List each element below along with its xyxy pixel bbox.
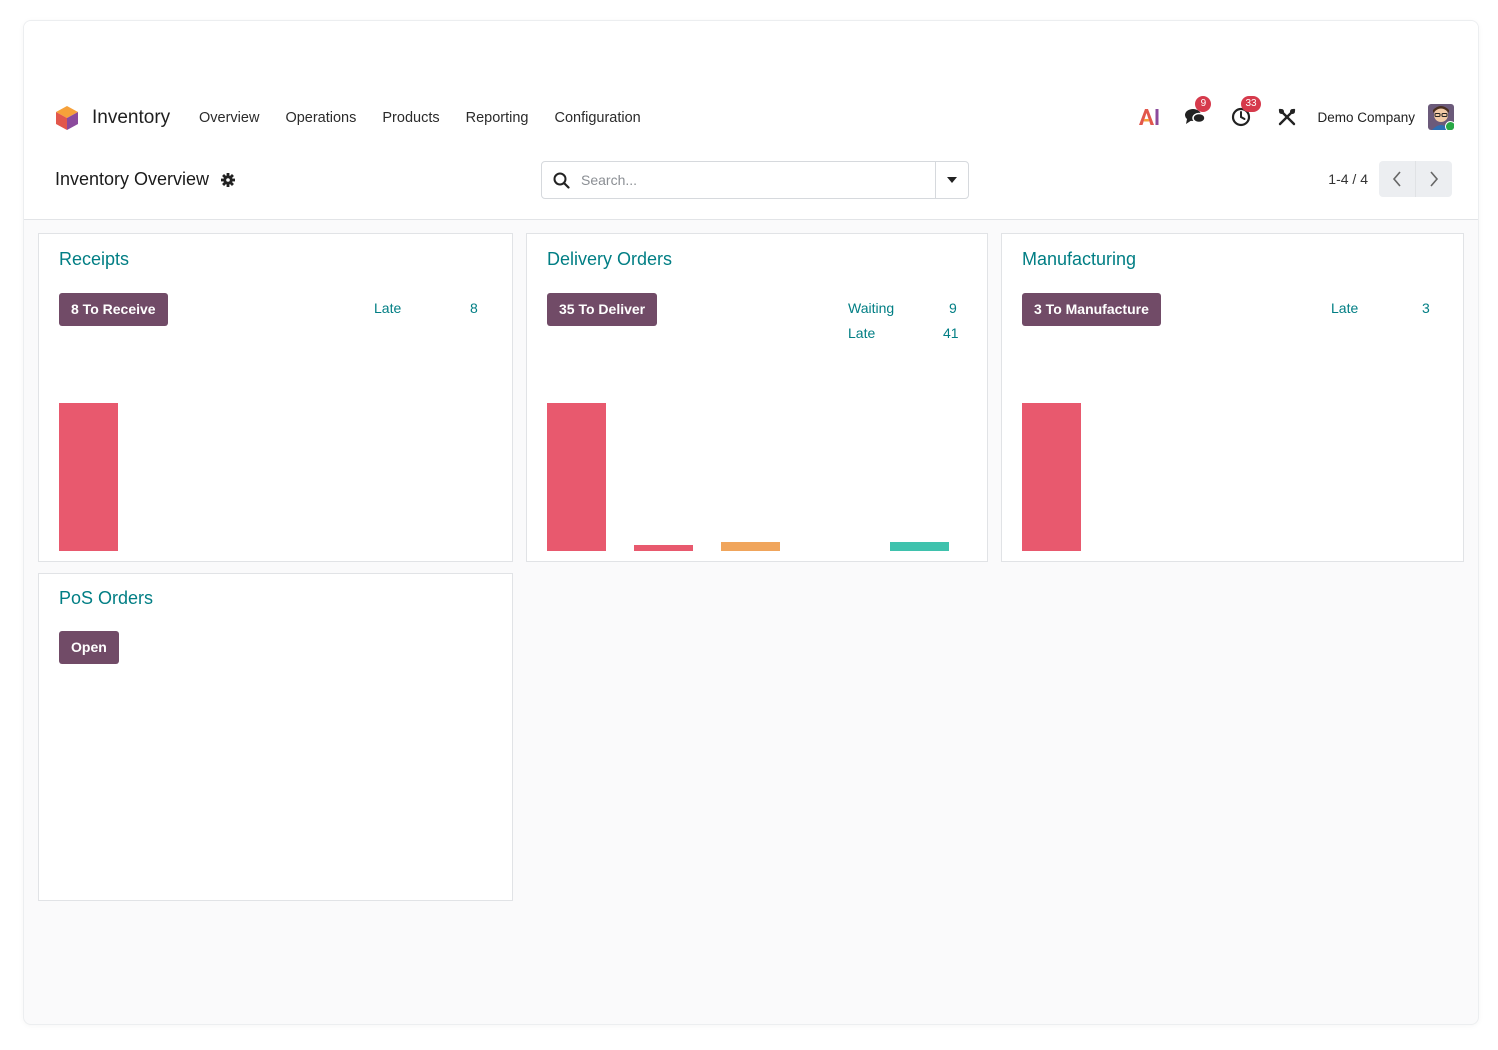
caret-down-icon xyxy=(947,177,957,183)
late-label[interactable]: Late xyxy=(1331,300,1359,316)
menu-configuration[interactable]: Configuration xyxy=(554,110,641,126)
receipts-graph[interactable] xyxy=(59,391,492,551)
card-title[interactable]: Delivery Orders xyxy=(547,249,673,269)
to-manufacture-button[interactable]: 3 To Manufacture xyxy=(1022,293,1161,326)
graph-bar[interactable] xyxy=(890,542,949,551)
search-icon xyxy=(553,172,570,189)
search-options-toggle[interactable] xyxy=(935,162,968,198)
gear-icon[interactable] xyxy=(221,172,236,187)
app-window: Inventory Overview Operations Products R… xyxy=(23,20,1479,1025)
late-label[interactable]: Late xyxy=(374,300,402,316)
graph-bar[interactable] xyxy=(59,403,118,551)
ai-icon[interactable] xyxy=(1137,105,1161,129)
menu-overview[interactable]: Overview xyxy=(199,110,260,126)
pager-next-button[interactable] xyxy=(1416,161,1452,197)
delivery-orders-card: Delivery Orders 35 To Deliver Waiting 9 … xyxy=(526,233,988,562)
app-name: Inventory xyxy=(92,107,171,128)
pager: 1-4 / 4 xyxy=(1328,161,1452,197)
waiting-count[interactable]: 9 xyxy=(949,300,957,316)
graph-bar[interactable] xyxy=(1022,403,1081,551)
card-title[interactable]: PoS Orders xyxy=(59,588,154,608)
delivery-orders-graph[interactable] xyxy=(547,391,967,551)
menu-operations[interactable]: Operations xyxy=(285,110,357,126)
late-label[interactable]: Late xyxy=(848,325,876,341)
search-input[interactable] xyxy=(579,171,923,189)
debug-tools-icon[interactable] xyxy=(1275,105,1299,129)
to-deliver-button[interactable]: 35 To Deliver xyxy=(547,293,658,326)
messages-icon[interactable]: 9 xyxy=(1183,96,1212,129)
app-brand[interactable]: Inventory xyxy=(55,105,170,131)
activities-badge: 33 xyxy=(1241,96,1261,112)
pager-value[interactable]: 1-4 / 4 xyxy=(1328,171,1368,187)
graph-bar[interactable] xyxy=(547,403,606,551)
to-receive-button[interactable]: 8 To Receive xyxy=(59,293,168,326)
page-title-text: Inventory Overview xyxy=(55,169,210,189)
manufacturing-card: Manufacturing 3 To Manufacture Late 3 xyxy=(1001,233,1464,562)
menu-products[interactable]: Products xyxy=(382,110,440,126)
systray: 9 33 Demo Company xyxy=(1115,96,1454,133)
late-count[interactable]: 3 xyxy=(1422,300,1430,316)
graph-bar[interactable] xyxy=(721,542,780,551)
search-bar xyxy=(541,161,969,199)
graph-bar[interactable] xyxy=(634,545,693,551)
receipts-card: Receipts 8 To Receive Late 8 xyxy=(38,233,513,562)
open-button[interactable]: Open xyxy=(59,631,119,664)
chevron-left-icon xyxy=(1392,171,1401,187)
late-count[interactable]: 41 xyxy=(943,325,959,341)
pager-previous-button[interactable] xyxy=(1379,161,1416,197)
company-switcher[interactable]: Demo Company xyxy=(1317,109,1415,125)
menu-reporting[interactable]: Reporting xyxy=(465,110,529,126)
chevron-right-icon xyxy=(1430,171,1439,187)
pos-orders-card: PoS Orders Open xyxy=(38,573,513,901)
page-title: Inventory Overview xyxy=(55,169,236,190)
user-avatar[interactable] xyxy=(1428,104,1454,130)
online-status-dot xyxy=(1445,121,1454,130)
late-count[interactable]: 8 xyxy=(470,300,478,316)
top-bar: Inventory Overview Operations Products R… xyxy=(24,21,1478,220)
activities-icon[interactable]: 33 xyxy=(1229,96,1261,129)
inventory-logo-icon xyxy=(55,105,79,131)
waiting-label[interactable]: Waiting xyxy=(848,300,895,316)
main-menu: Overview Operations Products Reporting C… xyxy=(199,110,667,126)
messages-badge: 9 xyxy=(1195,96,1212,112)
manufacturing-graph[interactable] xyxy=(1022,391,1443,551)
card-title[interactable]: Receipts xyxy=(59,249,130,269)
card-title[interactable]: Manufacturing xyxy=(1022,249,1137,269)
